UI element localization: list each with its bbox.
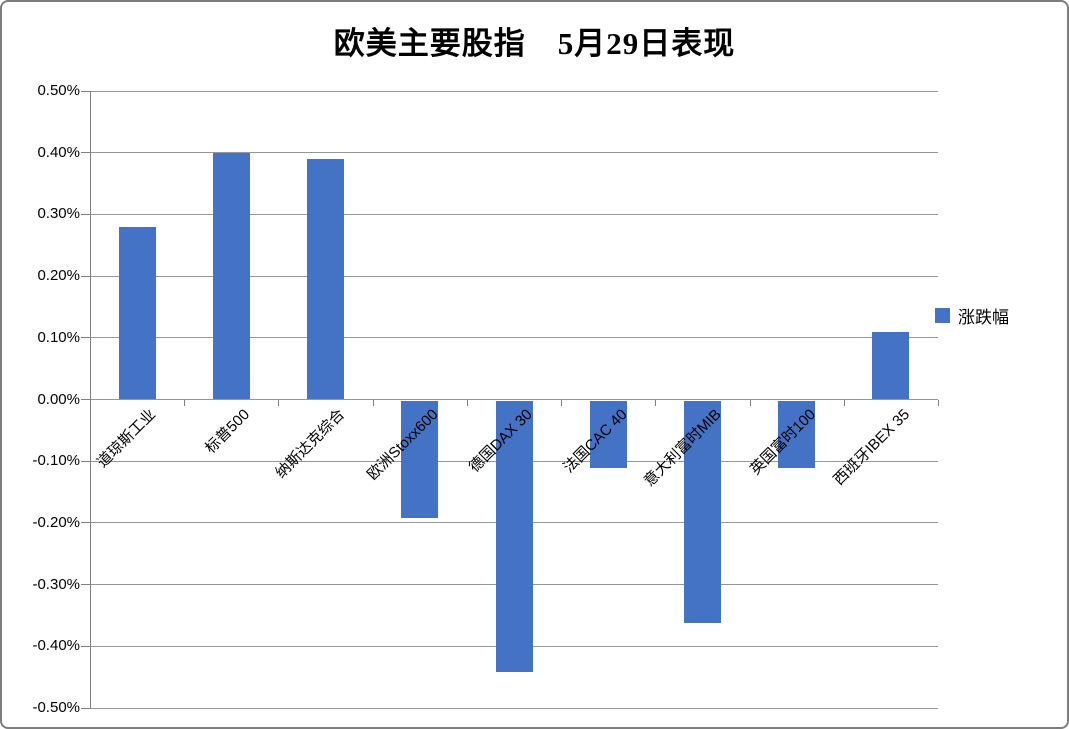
y-tick-label: 0.00% bbox=[37, 390, 80, 408]
y-tick-label: -0.40% bbox=[32, 637, 80, 655]
gridline bbox=[90, 90, 938, 92]
bar-纳斯达克综合 bbox=[307, 158, 345, 400]
y-tick-mark bbox=[81, 90, 90, 92]
y-tick-mark bbox=[81, 337, 90, 339]
x-tick-mark bbox=[184, 399, 186, 406]
category-label: 纳斯达克综合 bbox=[271, 405, 348, 482]
y-tick-mark bbox=[81, 460, 90, 462]
x-tick-mark bbox=[466, 399, 468, 406]
y-tick-mark bbox=[81, 584, 90, 586]
y-tick-mark bbox=[81, 645, 90, 647]
y-tick-mark bbox=[81, 707, 90, 709]
x-tick-mark bbox=[843, 399, 845, 406]
bar-德国DAX 30 bbox=[495, 400, 533, 672]
gridline bbox=[90, 152, 938, 154]
legend: 涨跌幅 bbox=[935, 303, 1009, 328]
y-tick-label: 0.20% bbox=[37, 267, 80, 285]
bar-英国富时100 bbox=[778, 400, 816, 469]
y-tick-label: -0.30% bbox=[32, 575, 80, 593]
y-tick-mark bbox=[81, 275, 90, 277]
y-tick-label: -0.50% bbox=[32, 699, 80, 716]
x-tick-mark bbox=[90, 399, 91, 406]
y-tick-mark bbox=[81, 522, 90, 524]
y-tick-mark bbox=[81, 152, 90, 154]
x-tick-mark bbox=[749, 399, 751, 406]
gridline bbox=[90, 213, 938, 215]
y-tick-label: 0.50% bbox=[37, 82, 80, 99]
bar-道琼斯工业 bbox=[118, 226, 156, 400]
category-label: 标普500 bbox=[202, 405, 254, 457]
y-tick-label: 0.10% bbox=[37, 328, 80, 346]
bar-欧洲Stoxx600 bbox=[401, 400, 439, 518]
x-tick-mark bbox=[278, 399, 280, 406]
y-tick-label: -0.10% bbox=[32, 452, 80, 470]
y-tick-mark bbox=[81, 213, 90, 215]
bar-西班牙IBEX 35 bbox=[872, 331, 910, 400]
y-tick-label: 0.40% bbox=[37, 143, 80, 161]
legend-label: 涨跌幅 bbox=[958, 308, 1009, 327]
x-tick-mark bbox=[938, 399, 939, 406]
x-tick-mark bbox=[655, 399, 657, 406]
x-tick-mark bbox=[372, 399, 374, 406]
chart-title: 欧美主要股指 5月29日表现 bbox=[333, 26, 736, 61]
bar-标普500 bbox=[212, 152, 250, 400]
gridline bbox=[90, 399, 938, 400]
gridline bbox=[90, 275, 938, 277]
y-tick-label: 0.30% bbox=[37, 205, 80, 223]
bar-法国CAC 40 bbox=[589, 400, 627, 469]
x-tick-mark bbox=[561, 399, 563, 406]
y-tick-label: -0.20% bbox=[32, 513, 80, 531]
gridline bbox=[90, 707, 938, 709]
y-tick-mark bbox=[81, 399, 90, 400]
bar-意大利富时MIB bbox=[683, 400, 721, 623]
legend-swatch-icon bbox=[935, 308, 950, 323]
gridline bbox=[90, 337, 938, 339]
category-label: 西班牙IBEX 35 bbox=[830, 405, 913, 489]
